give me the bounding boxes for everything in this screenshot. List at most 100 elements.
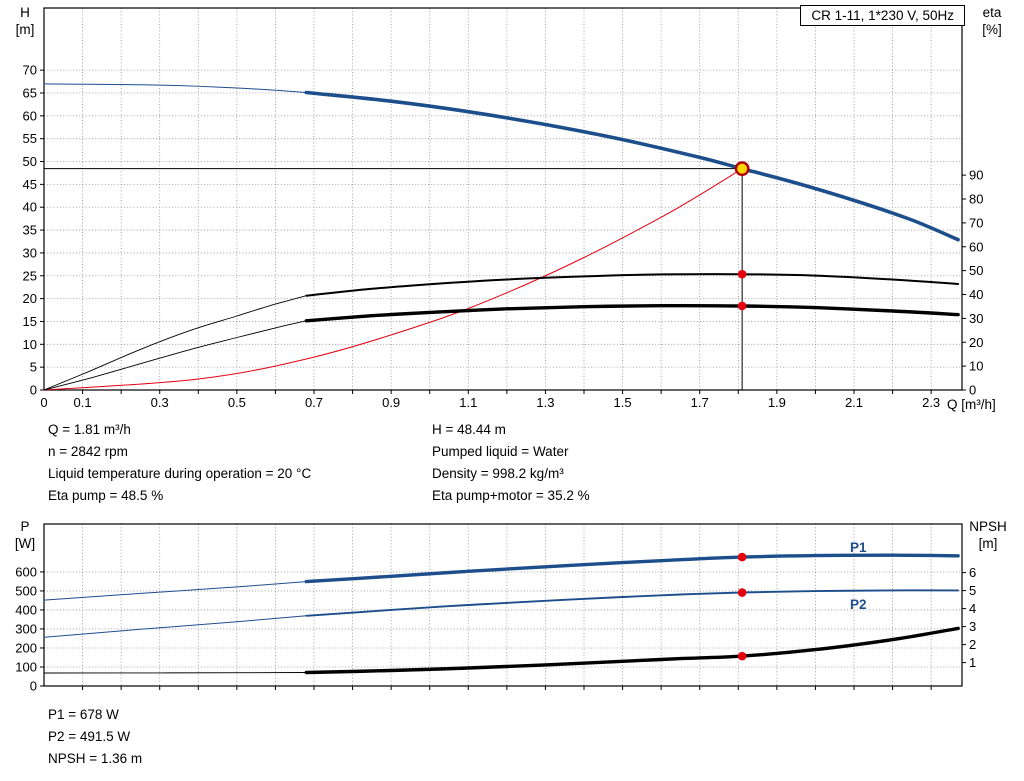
y-right-tick-label: 50 bbox=[969, 263, 983, 278]
y-right-tick-label: 2 bbox=[969, 637, 976, 652]
y-left-tick-label: 10 bbox=[23, 337, 37, 352]
y-left-tick-label: 400 bbox=[15, 602, 37, 617]
npsh-curve bbox=[304, 626, 960, 675]
eta-axis-title: eta [%] bbox=[968, 4, 1016, 38]
y-left-tick-label: 40 bbox=[23, 200, 37, 215]
y-left-tick-label: 15 bbox=[23, 314, 37, 329]
x-tick-label: 2.3 bbox=[922, 395, 940, 410]
npsh-axis-title: NPSH [m] bbox=[960, 518, 1016, 552]
y-left-tick-label: 55 bbox=[23, 131, 37, 146]
p2-curve-label: P2 bbox=[850, 597, 867, 612]
y-left-tick-label: 50 bbox=[23, 154, 37, 169]
y-left-tick-label: 30 bbox=[23, 245, 37, 260]
y-right-tick-label: 80 bbox=[969, 192, 983, 207]
power-axis-unit: [W] bbox=[14, 536, 36, 551]
y-left-tick-label: 45 bbox=[23, 177, 37, 192]
y-left-tick-label: 65 bbox=[23, 85, 37, 100]
y-right-tick-label: 3 bbox=[969, 619, 976, 634]
duty-dot bbox=[737, 588, 747, 597]
y-right-tick-label: 6 bbox=[969, 565, 976, 580]
p2-curve-thin bbox=[43, 615, 307, 638]
head-curve-thin bbox=[43, 83, 307, 93]
y-left-tick-label: 500 bbox=[15, 583, 37, 598]
y-left-tick-label: 60 bbox=[23, 108, 37, 123]
info-line-head: H = 48.44 m bbox=[432, 422, 506, 437]
y-left-tick-label: 100 bbox=[15, 659, 37, 674]
y-right-tick-label: 1 bbox=[969, 655, 976, 670]
info-line-p1: P1 = 678 W bbox=[48, 707, 119, 722]
y-right-tick-label: 40 bbox=[969, 287, 983, 302]
y-left-tick-label: 0 bbox=[30, 383, 37, 398]
power-axis-title: P [W] bbox=[6, 518, 44, 552]
duty-dot bbox=[737, 269, 747, 279]
y-right-tick-label: 30 bbox=[969, 311, 983, 326]
eta-pump-thin bbox=[43, 295, 307, 391]
head-curve bbox=[304, 90, 960, 242]
x-tick-label: 1.1 bbox=[459, 395, 477, 410]
x-tick-label: 0.7 bbox=[305, 395, 323, 410]
duty-dot bbox=[737, 552, 747, 562]
x-tick-label: 1.7 bbox=[691, 395, 709, 410]
duty-dot bbox=[737, 651, 747, 661]
y-left-tick-label: 25 bbox=[23, 268, 37, 283]
p1-curve-thin bbox=[43, 581, 307, 601]
y-left-tick-label: 200 bbox=[15, 640, 37, 655]
duty-dot bbox=[737, 301, 747, 311]
x-tick-label: 0.9 bbox=[382, 395, 400, 410]
plot-frame bbox=[43, 523, 963, 687]
npsh-axis-unit: [m] bbox=[978, 536, 998, 551]
y-right-tick-label: 0 bbox=[969, 383, 976, 398]
info-line-speed: n = 2842 rpm bbox=[48, 444, 128, 459]
eta-pump-motor-thin bbox=[43, 320, 307, 391]
y-left-tick-label: 70 bbox=[23, 63, 37, 78]
plot-frame bbox=[43, 7, 963, 391]
x-tick-label: 0.3 bbox=[151, 395, 169, 410]
y-left-tick-label: 0 bbox=[30, 679, 37, 694]
p1-curve-label: P1 bbox=[850, 540, 867, 555]
eta-pump-motor bbox=[304, 303, 960, 323]
y-left-tick-label: 600 bbox=[15, 564, 37, 579]
y-right-tick-label: 4 bbox=[969, 601, 976, 616]
p2-curve bbox=[305, 589, 960, 617]
duty-point-marker bbox=[734, 161, 750, 177]
head-axis-unit: [m] bbox=[15, 22, 35, 37]
power-axis-label: P bbox=[20, 519, 30, 534]
info-line-eta-pump-motor: Eta pump+motor = 35.2 % bbox=[432, 488, 590, 503]
info-line-flow: Q = 1.81 m³/h bbox=[48, 422, 131, 437]
y-left-tick-label: 300 bbox=[15, 621, 37, 636]
x-tick-label: 0 bbox=[40, 395, 47, 410]
info-line-liquid: Pumped liquid = Water bbox=[432, 444, 569, 459]
p1-curve bbox=[304, 553, 960, 584]
y-right-tick-label: 70 bbox=[969, 215, 983, 230]
x-tick-label: 1.5 bbox=[614, 395, 632, 410]
x-tick-label: 1.9 bbox=[768, 395, 786, 410]
x-tick-label: 1.3 bbox=[536, 395, 554, 410]
x-tick-label: 0.5 bbox=[228, 395, 246, 410]
y-left-tick-label: 35 bbox=[23, 223, 37, 238]
y-right-tick-label: 20 bbox=[969, 335, 983, 350]
y-right-tick-label: 10 bbox=[969, 359, 983, 374]
npsh-curve-thin bbox=[43, 672, 307, 674]
y-left-tick-label: 5 bbox=[30, 360, 37, 375]
head-axis-title: H [m] bbox=[6, 4, 44, 38]
y-right-tick-label: 5 bbox=[969, 583, 976, 598]
info-line-npsh: NPSH = 1.36 m bbox=[48, 751, 143, 766]
y-left-tick-label: 20 bbox=[23, 291, 37, 306]
info-line-p2: P2 = 491.5 W bbox=[48, 729, 131, 744]
duty-info-left: Q = 1.81 m³/h n = 2842 rpm Liquid temper… bbox=[48, 419, 311, 507]
info-line-temperature: Liquid temperature during operation = 20… bbox=[48, 466, 312, 481]
eta-axis-unit: [%] bbox=[982, 22, 1002, 37]
x-tick-label: 2.1 bbox=[845, 395, 863, 410]
chart-title-box: CR 1-11, 1*230 V, 50Hz bbox=[800, 5, 965, 26]
system-curve bbox=[43, 168, 743, 391]
info-line-eta-pump: Eta pump = 48.5 % bbox=[48, 488, 164, 503]
duty-info-right: H = 48.44 m Pumped liquid = Water Densit… bbox=[432, 419, 590, 507]
y-right-tick-label: 90 bbox=[969, 168, 983, 183]
y-right-tick-label: 60 bbox=[969, 239, 983, 254]
duty-info-bottom: P1 = 678 W P2 = 491.5 W NPSH = 1.36 m bbox=[48, 704, 142, 770]
head-axis-label: H bbox=[20, 5, 30, 20]
info-line-density: Density = 998.2 kg/m³ bbox=[432, 466, 564, 481]
flow-axis-title: Q [m³/h] bbox=[947, 397, 996, 412]
